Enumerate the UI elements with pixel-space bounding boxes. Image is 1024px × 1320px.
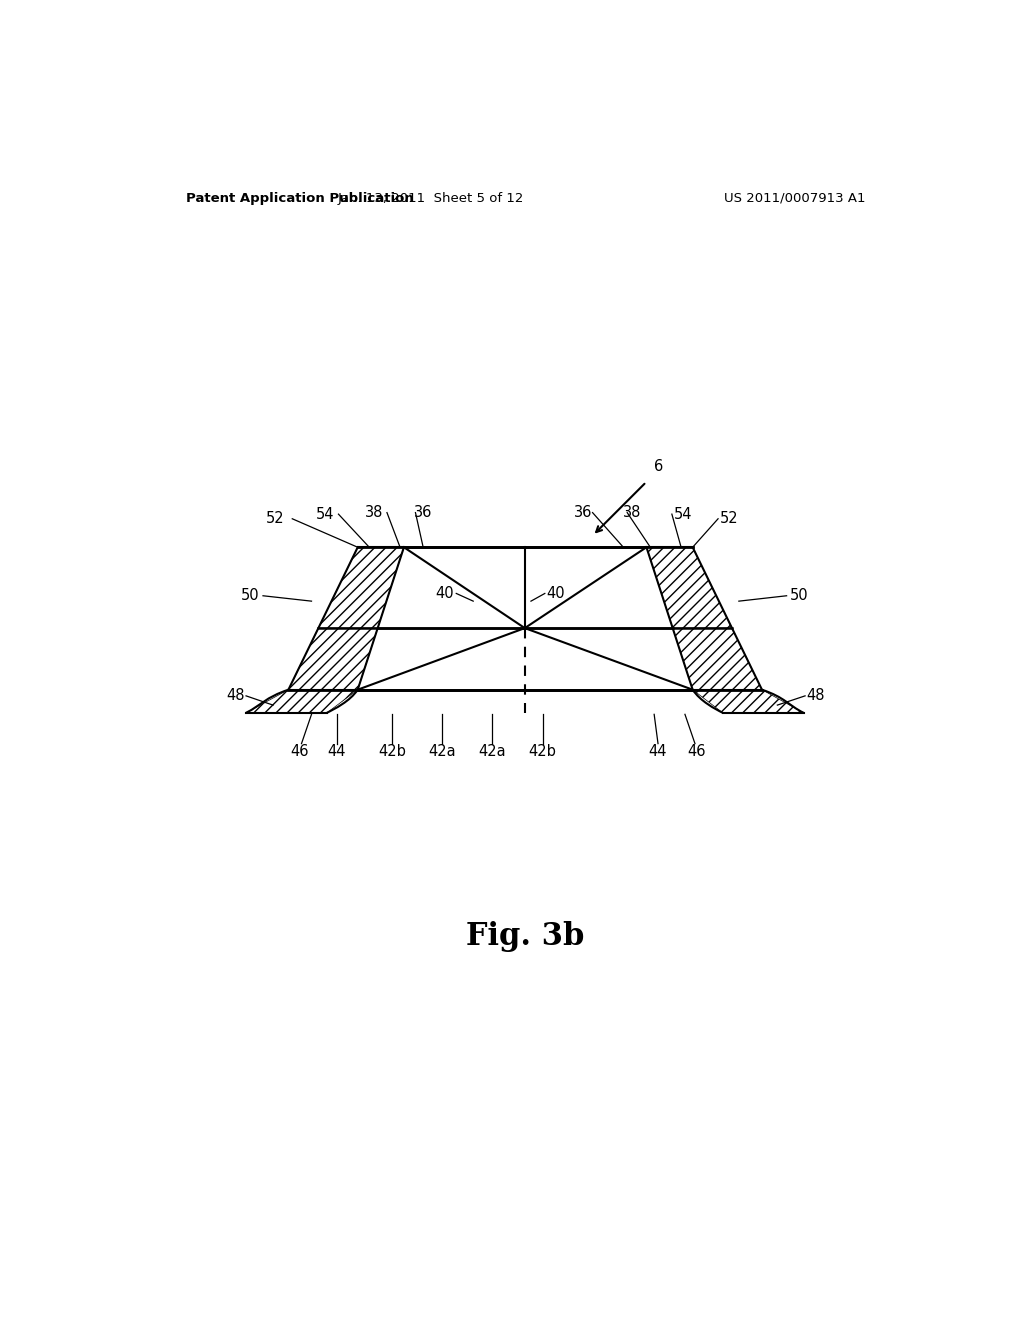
Text: 42a: 42a xyxy=(478,743,506,759)
Text: 44: 44 xyxy=(328,743,346,759)
Text: 42b: 42b xyxy=(528,743,556,759)
Text: 50: 50 xyxy=(242,589,260,603)
Text: 40: 40 xyxy=(435,586,454,601)
Text: 38: 38 xyxy=(624,506,642,520)
Text: Patent Application Publication: Patent Application Publication xyxy=(186,191,414,205)
Text: 54: 54 xyxy=(316,507,335,521)
Text: 52: 52 xyxy=(266,511,285,527)
Text: 40: 40 xyxy=(547,586,565,601)
Text: 42a: 42a xyxy=(429,743,457,759)
Text: 38: 38 xyxy=(365,506,383,520)
Text: Fig. 3b: Fig. 3b xyxy=(466,920,584,952)
Text: 54: 54 xyxy=(674,507,692,521)
Text: 36: 36 xyxy=(574,506,593,520)
Text: 46: 46 xyxy=(291,743,309,759)
Text: 42b: 42b xyxy=(379,743,407,759)
Text: 48: 48 xyxy=(226,688,245,704)
Text: 48: 48 xyxy=(807,688,825,704)
Text: Jan. 13, 2011  Sheet 5 of 12: Jan. 13, 2011 Sheet 5 of 12 xyxy=(338,191,524,205)
Text: 36: 36 xyxy=(414,506,432,520)
Text: 50: 50 xyxy=(790,589,808,603)
Text: 46: 46 xyxy=(687,743,706,759)
Text: 52: 52 xyxy=(720,511,738,527)
Text: US 2011/0007913 A1: US 2011/0007913 A1 xyxy=(724,191,866,205)
Text: 44: 44 xyxy=(649,743,668,759)
Text: 6: 6 xyxy=(654,459,664,474)
